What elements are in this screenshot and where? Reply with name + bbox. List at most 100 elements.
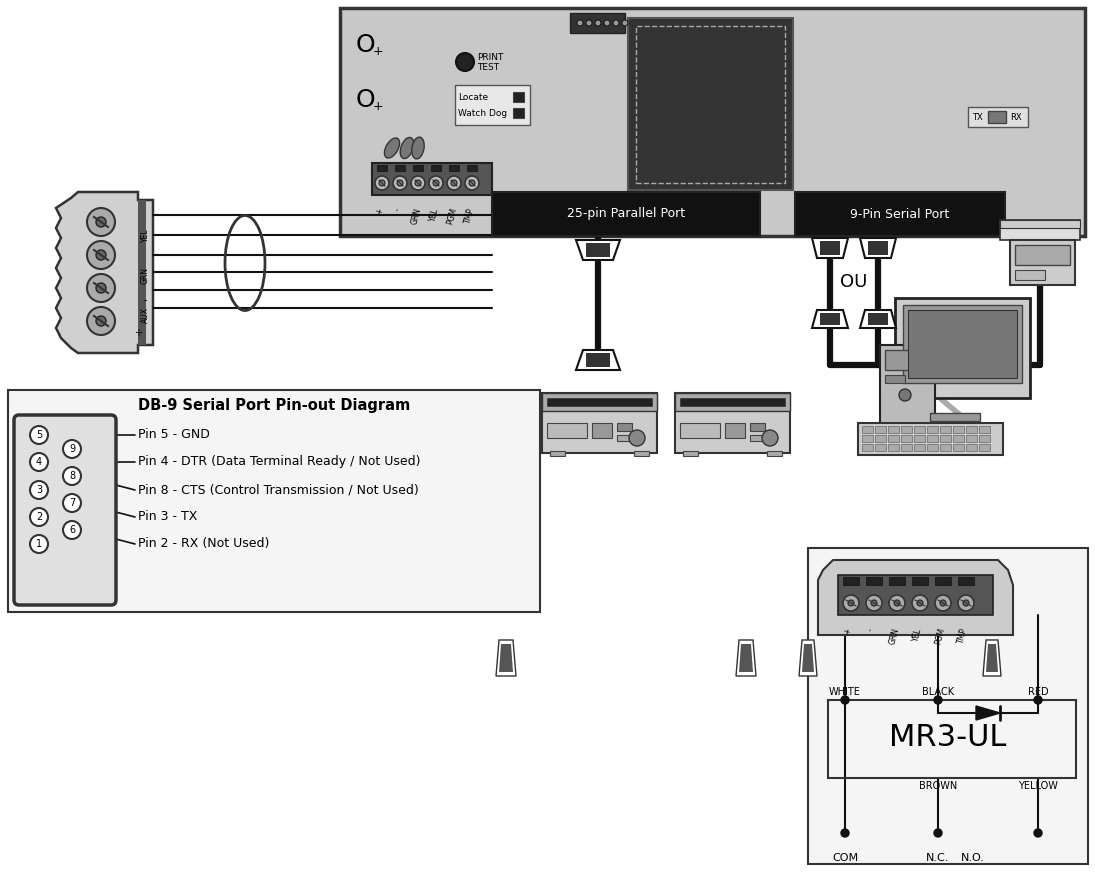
Text: Locate: Locate — [458, 93, 488, 103]
Text: +: + — [134, 328, 142, 338]
Text: GRN: GRN — [410, 207, 423, 226]
Bar — [901, 444, 912, 451]
Text: Pin 2 - RX (Not Used): Pin 2 - RX (Not Used) — [138, 537, 269, 550]
Polygon shape — [860, 310, 896, 328]
Circle shape — [912, 595, 927, 611]
Text: DB-9 Serial Port Pin-out Diagram: DB-9 Serial Port Pin-out Diagram — [138, 399, 411, 413]
Circle shape — [87, 307, 115, 335]
Circle shape — [613, 20, 619, 26]
Bar — [512, 108, 525, 118]
Circle shape — [87, 274, 115, 302]
Bar — [888, 426, 899, 433]
Text: RED: RED — [1028, 687, 1048, 697]
Bar — [616, 435, 632, 441]
Bar — [766, 451, 782, 456]
Text: TEST: TEST — [477, 64, 499, 72]
Bar — [866, 577, 881, 585]
Circle shape — [843, 595, 858, 611]
Circle shape — [935, 595, 950, 611]
Bar — [940, 444, 950, 451]
Bar — [966, 444, 977, 451]
Bar — [935, 577, 950, 585]
Circle shape — [958, 595, 973, 611]
Text: Pin 5 - GND: Pin 5 - GND — [138, 428, 210, 441]
Bar — [953, 426, 964, 433]
Circle shape — [30, 426, 48, 444]
Text: +: + — [374, 207, 385, 215]
Circle shape — [374, 176, 389, 190]
Bar — [1010, 240, 1075, 285]
Bar — [548, 423, 587, 438]
Bar — [966, 435, 977, 442]
Circle shape — [87, 208, 115, 236]
Text: YELLOW: YELLOW — [1018, 781, 1058, 791]
Circle shape — [64, 494, 81, 512]
Bar — [979, 444, 990, 451]
Bar — [808, 548, 1088, 864]
Text: WHITE: WHITE — [829, 687, 861, 697]
Text: +: + — [373, 45, 383, 58]
Polygon shape — [818, 560, 1013, 635]
Circle shape — [940, 600, 946, 606]
Polygon shape — [983, 640, 1001, 676]
Bar — [927, 444, 938, 451]
Bar — [888, 435, 899, 442]
Bar — [940, 435, 950, 442]
Text: YEL: YEL — [911, 627, 923, 643]
Bar — [586, 243, 610, 257]
Bar — [680, 398, 785, 406]
Text: 9-Pin Serial Port: 9-Pin Serial Port — [851, 208, 949, 221]
Bar — [875, 435, 886, 442]
Circle shape — [469, 180, 475, 186]
Bar — [875, 444, 886, 451]
Bar — [979, 435, 990, 442]
Bar — [616, 423, 632, 431]
Text: Pin 3 - TX: Pin 3 - TX — [138, 510, 197, 523]
Circle shape — [848, 600, 854, 606]
Polygon shape — [576, 350, 620, 370]
Text: -: - — [143, 295, 147, 305]
Circle shape — [415, 180, 420, 186]
Bar — [138, 200, 146, 345]
Circle shape — [871, 600, 877, 606]
Bar — [914, 444, 925, 451]
Text: -: - — [866, 627, 876, 632]
Text: 2: 2 — [36, 512, 42, 522]
Text: AUX: AUX — [140, 307, 150, 323]
Text: 9: 9 — [69, 444, 76, 454]
Circle shape — [30, 535, 48, 553]
Polygon shape — [496, 640, 516, 676]
Circle shape — [889, 595, 904, 611]
Polygon shape — [802, 644, 814, 672]
Bar — [341, 8, 1085, 236]
Text: BROWN: BROWN — [919, 781, 957, 791]
Text: YEL: YEL — [140, 228, 150, 242]
Polygon shape — [499, 644, 512, 672]
Bar — [431, 165, 441, 171]
Text: TX: TX — [972, 112, 982, 121]
Ellipse shape — [400, 138, 414, 159]
Circle shape — [30, 508, 48, 526]
Bar — [512, 92, 525, 102]
Bar — [927, 426, 938, 433]
Bar — [828, 700, 1076, 778]
Text: BLACK: BLACK — [922, 687, 954, 697]
Bar — [843, 577, 858, 585]
Text: +: + — [373, 100, 383, 113]
Bar — [634, 451, 649, 456]
Text: PGM: PGM — [933, 627, 946, 646]
Bar — [750, 435, 765, 441]
Bar — [586, 353, 610, 367]
Bar — [940, 426, 950, 433]
Bar — [875, 426, 886, 433]
Bar — [953, 435, 964, 442]
Circle shape — [841, 829, 849, 837]
Bar — [683, 451, 698, 456]
Bar — [570, 13, 625, 33]
Polygon shape — [860, 238, 896, 258]
Bar — [862, 444, 873, 451]
Text: 4: 4 — [36, 457, 42, 467]
Circle shape — [934, 696, 942, 704]
Circle shape — [465, 176, 479, 190]
Text: OU: OU — [840, 273, 867, 291]
